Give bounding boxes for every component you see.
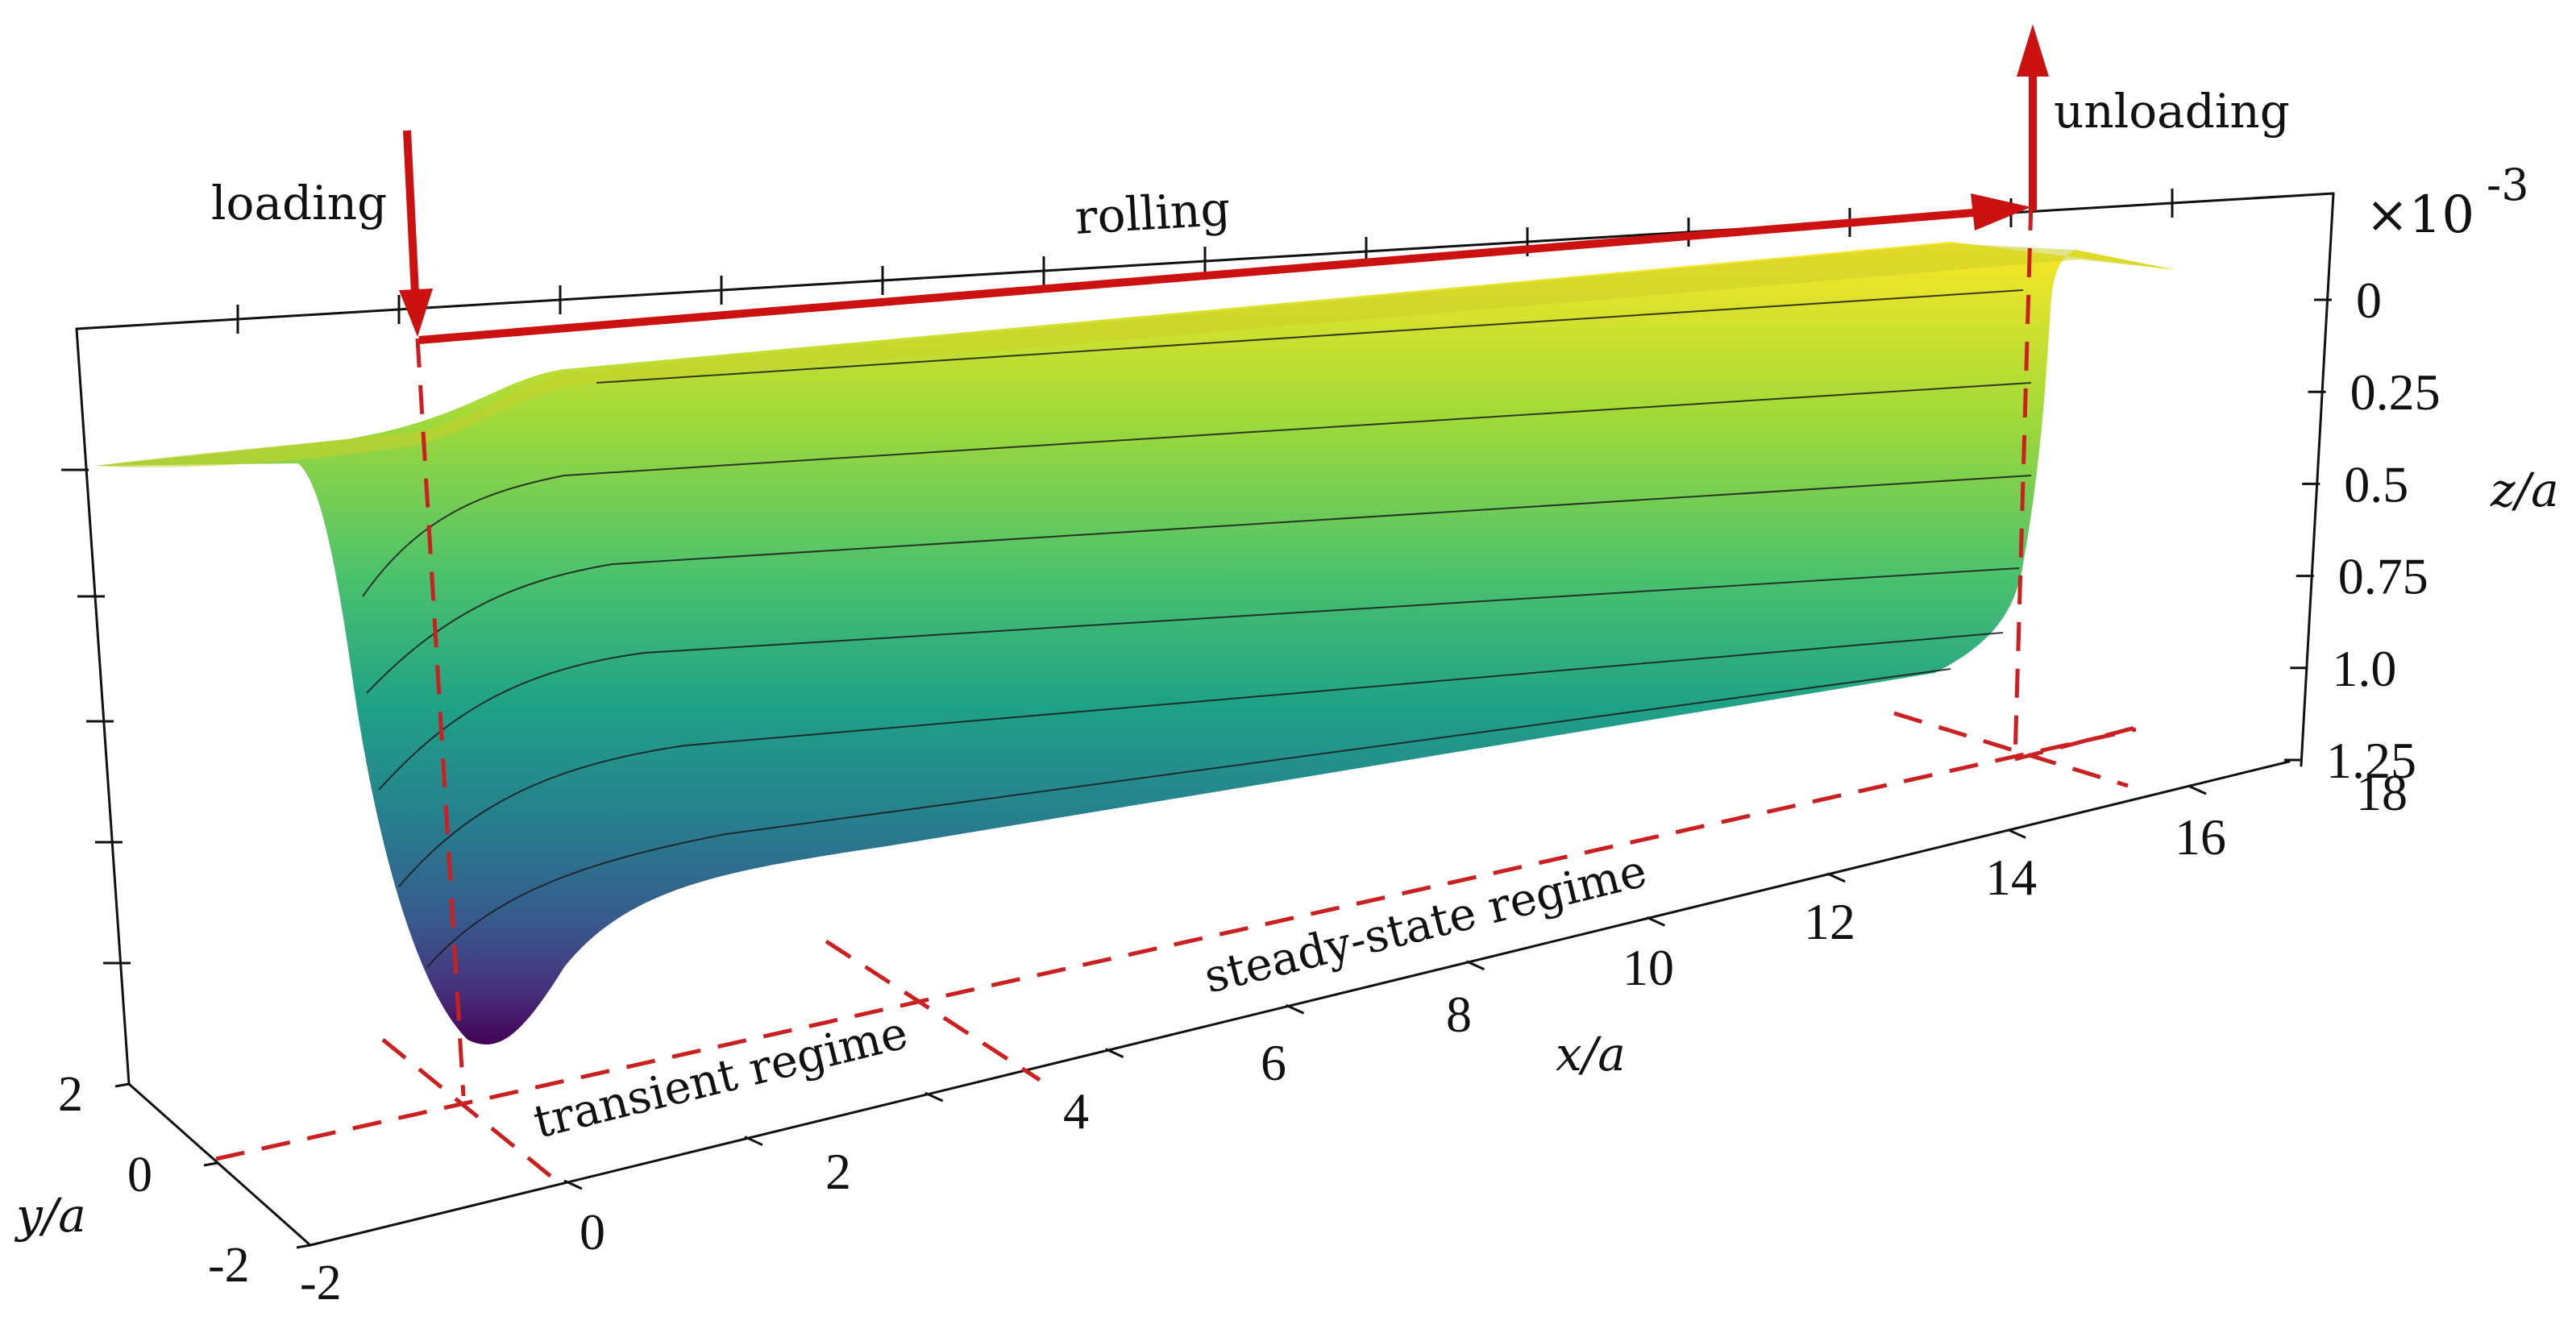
- regime-guides: [215, 201, 2145, 1182]
- x-tick-label: 6: [1261, 1034, 1286, 1091]
- y-tick-label: -2: [300, 1256, 342, 1310]
- z-tick-labels: 0 0.25 0.5 0.75 1.0 1.25: [2326, 272, 2441, 789]
- x-tick-mark: [744, 1136, 763, 1146]
- z-tick-label: 0.75: [2338, 548, 2429, 605]
- loading-arrow: [399, 130, 433, 337]
- left-vertical-axis: [61, 327, 131, 1086]
- unloading-arrow: [2017, 24, 2049, 211]
- y-tick-label: 2: [58, 1067, 83, 1122]
- z-tick-label: 1.25: [2326, 732, 2416, 789]
- x-tick-mark: [1646, 916, 1665, 927]
- y-axis-label: y/a: [14, 1188, 86, 1243]
- x-axis-label: x/a: [1556, 1027, 1626, 1082]
- x-tick-label: 2: [825, 1143, 851, 1200]
- z-axis-label: z/a: [2490, 463, 2559, 517]
- x-tick-label: 10: [1622, 939, 1674, 996]
- unloading-label: unloading: [2054, 84, 2290, 139]
- x-tick-label: 16: [2175, 808, 2226, 866]
- x-tick-label: 0: [580, 1203, 605, 1260]
- z-tick-label: 0.25: [2350, 363, 2441, 421]
- surface-body: [95, 242, 2176, 1044]
- z-axis: [2284, 192, 2335, 767]
- x-tick-mark: [1465, 960, 1485, 971]
- y-tick-label: 0: [127, 1148, 152, 1202]
- x-tick-mark: [2188, 784, 2207, 795]
- y-tick-label: -2: [208, 1238, 250, 1293]
- z-exponent-label: -3: [2487, 160, 2529, 210]
- x-tick-mark: [924, 1091, 944, 1103]
- z-tick-label: 1.0: [2332, 640, 2396, 697]
- x-tick-label: 18: [2356, 764, 2408, 821]
- x-tick-labels: 0 2 4 6 8 10 12 14 16 18: [580, 764, 2408, 1260]
- x-tick-label: 14: [1985, 849, 2037, 906]
- x-tick-label: 12: [1804, 893, 1855, 950]
- x-tick-mark: [1826, 872, 1846, 883]
- z-tick-label: 0: [2356, 272, 2382, 329]
- z-tick-label: 0.5: [2344, 455, 2408, 513]
- rolling-label: rolling: [1074, 181, 1232, 245]
- x-tick-mark: [1105, 1048, 1124, 1059]
- z-multiplier-label: ×10: [2366, 185, 2474, 245]
- wear-surface: [95, 242, 2176, 1044]
- bottom-axes: [114, 760, 2291, 1249]
- x-tick-label: 4: [1063, 1082, 1089, 1140]
- loading-label: loading: [211, 176, 387, 230]
- x-tick-mark: [1285, 1003, 1305, 1015]
- x-tick-mark: [563, 1179, 583, 1190]
- x-tick-mark: [2007, 828, 2026, 839]
- surface-rim: [95, 243, 2176, 467]
- rolling-arrow: [418, 193, 2031, 344]
- x-tick-label: 8: [1446, 986, 1472, 1043]
